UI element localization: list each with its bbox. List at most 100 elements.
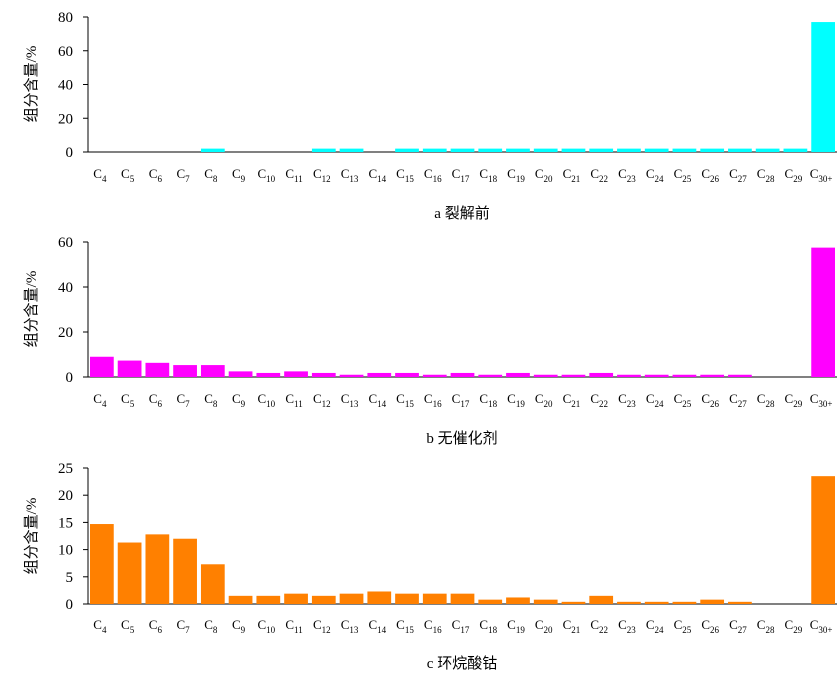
- x-tick-label: C25: [674, 617, 692, 635]
- y-tick-label: 10: [58, 543, 73, 559]
- x-tick-label: C28: [757, 617, 775, 635]
- x-tick-label: C21: [563, 391, 581, 409]
- x-tick-label: C9: [232, 166, 246, 184]
- x-tick-label: C17: [452, 617, 470, 635]
- x-tick-label: C17: [452, 391, 470, 409]
- x-tick-label: C10: [257, 166, 275, 184]
- x-tick-label: C18: [479, 617, 497, 635]
- x-tick-label: C18: [479, 166, 497, 184]
- bar-c11: [284, 371, 308, 377]
- bar-c4: [90, 356, 114, 377]
- bar-c13: [339, 593, 364, 604]
- y-tick-label: 80: [58, 10, 73, 26]
- x-tick-label: C7: [177, 617, 191, 635]
- x-tick-label: C16: [424, 617, 442, 635]
- x-tick-label: C22: [590, 166, 608, 184]
- bar-c16: [422, 374, 447, 377]
- bar-c10: [256, 372, 281, 377]
- x-tick-label: C30+: [810, 166, 833, 184]
- y-tick-label: 0: [66, 597, 74, 613]
- bar-c23: [617, 374, 641, 377]
- bar-c30plus: [811, 247, 835, 377]
- bar-c22: [589, 595, 614, 604]
- bar-c28: [755, 148, 780, 152]
- x-tick-label: C6: [149, 391, 163, 409]
- bar-c19: [506, 148, 530, 152]
- bar-c5: [117, 360, 142, 377]
- bar-c14: [367, 591, 392, 604]
- x-tick-label: C27: [729, 166, 747, 184]
- y-axis-label: 组分含量/%: [23, 498, 40, 575]
- y-axis-label: 组分含量/%: [23, 46, 40, 123]
- x-tick-label: C8: [204, 166, 218, 184]
- bar-c20: [533, 374, 558, 377]
- x-tick-label: C23: [618, 391, 636, 409]
- bar-c20: [533, 148, 558, 152]
- bar-c7: [173, 538, 197, 604]
- x-tick-label: C4: [93, 617, 107, 635]
- x-tick-label: C28: [757, 391, 775, 409]
- bar-c7: [173, 365, 197, 377]
- bar-c13: [339, 374, 364, 377]
- x-tick-label: C19: [507, 617, 525, 635]
- y-tick-label: 0: [66, 370, 74, 386]
- x-tick-label: C20: [535, 617, 553, 635]
- x-tick-label: C7: [177, 166, 191, 184]
- bar-c30plus: [811, 476, 835, 604]
- bar-c23: [617, 601, 641, 604]
- x-tick-label: C15: [396, 391, 414, 409]
- bar-c8: [200, 564, 225, 604]
- y-tick-label: 60: [58, 44, 73, 60]
- x-tick-label: C25: [674, 391, 692, 409]
- x-tick-label: C11: [285, 617, 302, 635]
- chart-c-svg: 0 5 10 15 20 25 组分含量/% C4 C5 C6 C7 C8 C9 C10 C11 C12 C13…: [23, 461, 837, 672]
- bar-c4: [90, 524, 114, 604]
- x-tick-label: C24: [646, 617, 664, 635]
- x-tick-label: C30+: [810, 617, 833, 635]
- bar-c26: [700, 599, 725, 604]
- bar-c19: [506, 597, 530, 604]
- bar-c18: [478, 148, 503, 152]
- x-tick-label: C29: [785, 617, 803, 635]
- x-tick-label: C24: [646, 391, 664, 409]
- bar-c21: [561, 601, 586, 604]
- y-tick-label: 5: [66, 570, 74, 586]
- x-tick-label: C23: [618, 166, 636, 184]
- x-tick-label: C8: [204, 391, 218, 409]
- x-tick-label: C21: [563, 166, 581, 184]
- bar-c21: [561, 148, 586, 152]
- y-tick-label: 40: [58, 78, 73, 94]
- bar-c27: [728, 148, 752, 152]
- bar-c27: [728, 601, 752, 604]
- bar-c6: [145, 362, 170, 377]
- y-tick-label: 60: [58, 235, 73, 251]
- x-tick-label: C30+: [810, 391, 833, 409]
- x-tick-label: C12: [313, 166, 331, 184]
- x-tick-label: C13: [341, 391, 359, 409]
- x-tick-label: C6: [149, 617, 163, 635]
- chart-a-svg: 0 20 40 60 80 组分含量/% C4 C5 C6 C7 C8 C9 C10 C11 C12 C13 C…: [23, 10, 837, 222]
- bar-c24: [644, 601, 669, 604]
- bar-c11: [284, 593, 308, 604]
- bar-c25: [672, 374, 697, 377]
- y-tick-label: 20: [58, 488, 73, 504]
- bar-c24: [644, 374, 669, 377]
- x-tick-label: C26: [701, 391, 719, 409]
- x-tick-label: C27: [729, 391, 747, 409]
- x-tick-label: C26: [701, 617, 719, 635]
- x-tick-label: C9: [232, 617, 246, 635]
- x-tick-label: C16: [424, 166, 442, 184]
- bar-c5: [117, 542, 142, 604]
- x-tick-label: C5: [121, 166, 135, 184]
- bar-c23: [617, 148, 641, 152]
- x-tick-label: C8: [204, 617, 218, 635]
- bar-c22: [589, 148, 614, 152]
- x-tick-label: C24: [646, 166, 664, 184]
- x-tick-label: C14: [368, 166, 386, 184]
- x-tick-label: C29: [785, 166, 803, 184]
- x-tick-label: C10: [257, 391, 275, 409]
- bar-c8: [200, 148, 225, 152]
- chart-b-svg: 0 20 40 60 组分含量/% C4 C5 C6 C7 C8 C9 C10 C11 C12 C13 C14…: [23, 235, 837, 447]
- x-tick-label: C21: [563, 617, 581, 635]
